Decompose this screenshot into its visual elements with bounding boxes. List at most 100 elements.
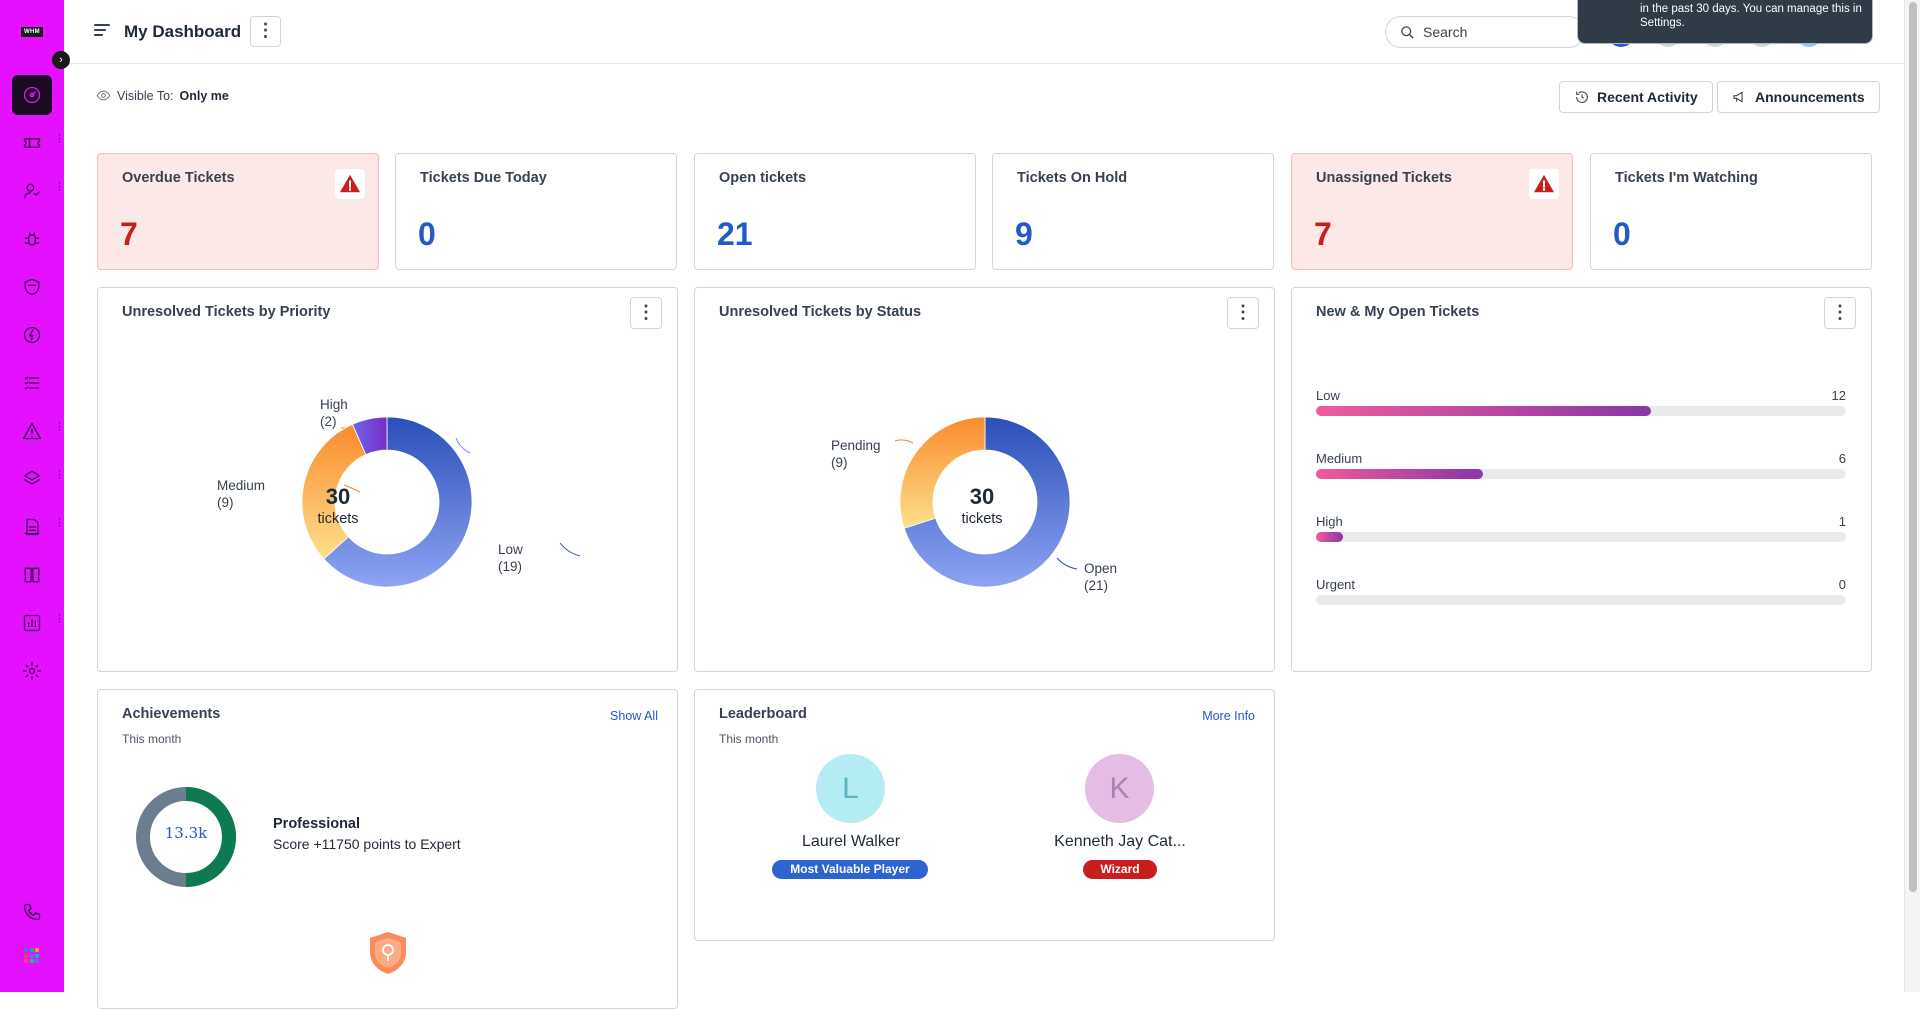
bar-value: 0 (1838, 577, 1846, 592)
sidebar-item-menu[interactable]: ⋮ (54, 133, 65, 145)
legend-pending-count: (9) (831, 455, 848, 470)
status-donut-chart (894, 416, 1078, 588)
bar-label: High (1316, 514, 1343, 529)
bug-icon (24, 232, 40, 246)
show-all-link[interactable]: Show All (610, 709, 658, 723)
visible-to-label: Visible To: (117, 88, 174, 103)
bar-track (1316, 406, 1846, 416)
gear-icon (23, 662, 41, 680)
sidebar-item-tasks[interactable] (12, 363, 52, 403)
sidebar-item-settings[interactable] (12, 651, 52, 691)
donut-unit: tickets (961, 511, 1003, 527)
sidebar-item-changes[interactable] (12, 459, 52, 499)
tasks-icon (24, 376, 40, 390)
dashboard-options-button[interactable]: ⋮ (250, 16, 281, 47)
sidebar-item-contacts[interactable] (12, 171, 52, 211)
announcements-button[interactable]: Announcements (1717, 81, 1880, 113)
card-title: Unresolved Tickets by Status (719, 304, 922, 320)
recent-activity-label: Recent Activity (1597, 89, 1698, 105)
card-options-button[interactable]: ⋮ (630, 297, 662, 329)
leader-name[interactable]: Laurel Walker (801, 833, 901, 850)
donut-center: 30 tickets (288, 484, 388, 527)
score-ring-progress (185, 787, 236, 887)
sidebar-item-phone[interactable] (12, 892, 52, 932)
sidebar-item-bugs[interactable] (12, 219, 52, 259)
stat-value: 9 (1015, 216, 1033, 252)
achievements-card: Achievements This month Show All 13.3k P… (97, 689, 678, 1009)
stat-card-on-hold[interactable]: Tickets On Hold 9 (992, 153, 1274, 270)
report-icon (23, 614, 41, 632)
legend-pending: Pending (9) (831, 437, 881, 471)
bolt-icon (23, 326, 41, 344)
legend-open: Open (21) (1084, 560, 1117, 594)
avatar[interactable]: K (1085, 754, 1154, 823)
legend-medium: Medium (9) (217, 477, 265, 511)
achievement-level: Professional (273, 816, 361, 832)
sidebar-item-automation[interactable] (12, 315, 52, 355)
brand-logo[interactable]: WHM (21, 27, 43, 37)
sidebar-item-menu[interactable]: ⋮ (54, 613, 65, 625)
leader-name[interactable]: Kenneth Jay Cat... (1054, 833, 1186, 850)
priority-donut-chart (301, 416, 581, 588)
alert-icon (335, 169, 365, 199)
stat-value: 7 (120, 216, 138, 252)
sidebar-item-menu[interactable]: ⋮ (54, 469, 65, 481)
sidebar-item-security[interactable] (12, 267, 52, 307)
visibility-indicator: Visible To: Only me (96, 88, 229, 103)
donut-slice-low[interactable] (323, 416, 473, 588)
contacts-icon (23, 183, 41, 199)
stat-label: Tickets I'm Watching (1615, 170, 1758, 186)
bar-fill (1316, 532, 1343, 542)
scrollbar-thumb[interactable] (1909, 2, 1917, 892)
stat-value: 0 (1613, 216, 1631, 252)
sidebar-item-knowledge-base[interactable] (12, 555, 52, 595)
eye-icon (96, 90, 111, 101)
leader-line (894, 439, 914, 444)
search-input[interactable]: Search (1385, 16, 1585, 48)
card-options-button[interactable]: ⋮ (1227, 297, 1259, 329)
sidebar-toggle-button[interactable]: › (52, 51, 70, 69)
donut-slice-high[interactable] (351, 416, 388, 456)
bar-value: 1 (1838, 514, 1846, 529)
card-title: Achievements (122, 706, 221, 722)
legend-open-label: Open (1084, 561, 1118, 576)
menu-icon[interactable] (94, 23, 110, 37)
open-tickets-card: New & My Open Tickets ⋮ Low 12 Medium 6 … (1291, 287, 1872, 672)
card-options-button[interactable]: ⋮ (1824, 297, 1856, 329)
page-scrollbar[interactable] (1904, 0, 1920, 992)
layers-icon (23, 470, 41, 485)
legend-high-count: (2) (320, 414, 337, 429)
sidebar-item-reports[interactable] (12, 603, 52, 643)
stat-card-unassigned[interactable]: Unassigned Tickets 7 (1291, 153, 1573, 270)
bar-track (1316, 532, 1846, 542)
stat-card-due-today[interactable]: Tickets Due Today 0 (395, 153, 677, 270)
apps-grid-icon[interactable] (24, 948, 39, 963)
sidebar-item-menu[interactable]: ⋮ (54, 517, 65, 529)
stat-card-overdue[interactable]: Overdue Tickets 7 (97, 153, 379, 270)
sidebar-item-tickets[interactable] (12, 123, 52, 163)
donut-slice-pending[interactable] (899, 416, 986, 529)
page-title: My Dashboard (124, 22, 242, 41)
legend-pending-label: Pending (831, 438, 881, 453)
avatar[interactable]: L (816, 754, 885, 823)
notification-toast[interactable]: in the past 30 days. You can manage this… (1577, 0, 1873, 44)
score-value: 13.3k (164, 824, 208, 842)
megaphone-icon (1733, 91, 1743, 103)
stat-card-open[interactable]: Open tickets 21 (694, 153, 976, 270)
phone-icon (23, 903, 41, 921)
donut-total: 30 (325, 484, 351, 509)
sidebar-item-menu[interactable]: ⋮ (54, 421, 65, 433)
recent-activity-button[interactable]: Recent Activity (1559, 81, 1713, 113)
sidebar-item-problems[interactable] (12, 411, 52, 451)
stat-card-watching[interactable]: Tickets I'm Watching 0 (1590, 153, 1872, 270)
status-chart-card: Unresolved Tickets by Status ⋮ 30 ticket… (694, 287, 1275, 672)
sidebar-item-dashboard[interactable] (12, 75, 52, 115)
sidebar-item-menu[interactable]: ⋮ (54, 181, 65, 193)
more-info-link[interactable]: More Info (1202, 709, 1255, 723)
history-icon (1576, 91, 1588, 104)
card-subtitle: This month (122, 732, 182, 746)
sidebar-item-documents[interactable] (12, 507, 52, 547)
legend-high: High (2) (320, 396, 348, 430)
donut-slice-open[interactable] (903, 416, 1071, 588)
visible-to-value[interactable]: Only me (179, 88, 229, 103)
